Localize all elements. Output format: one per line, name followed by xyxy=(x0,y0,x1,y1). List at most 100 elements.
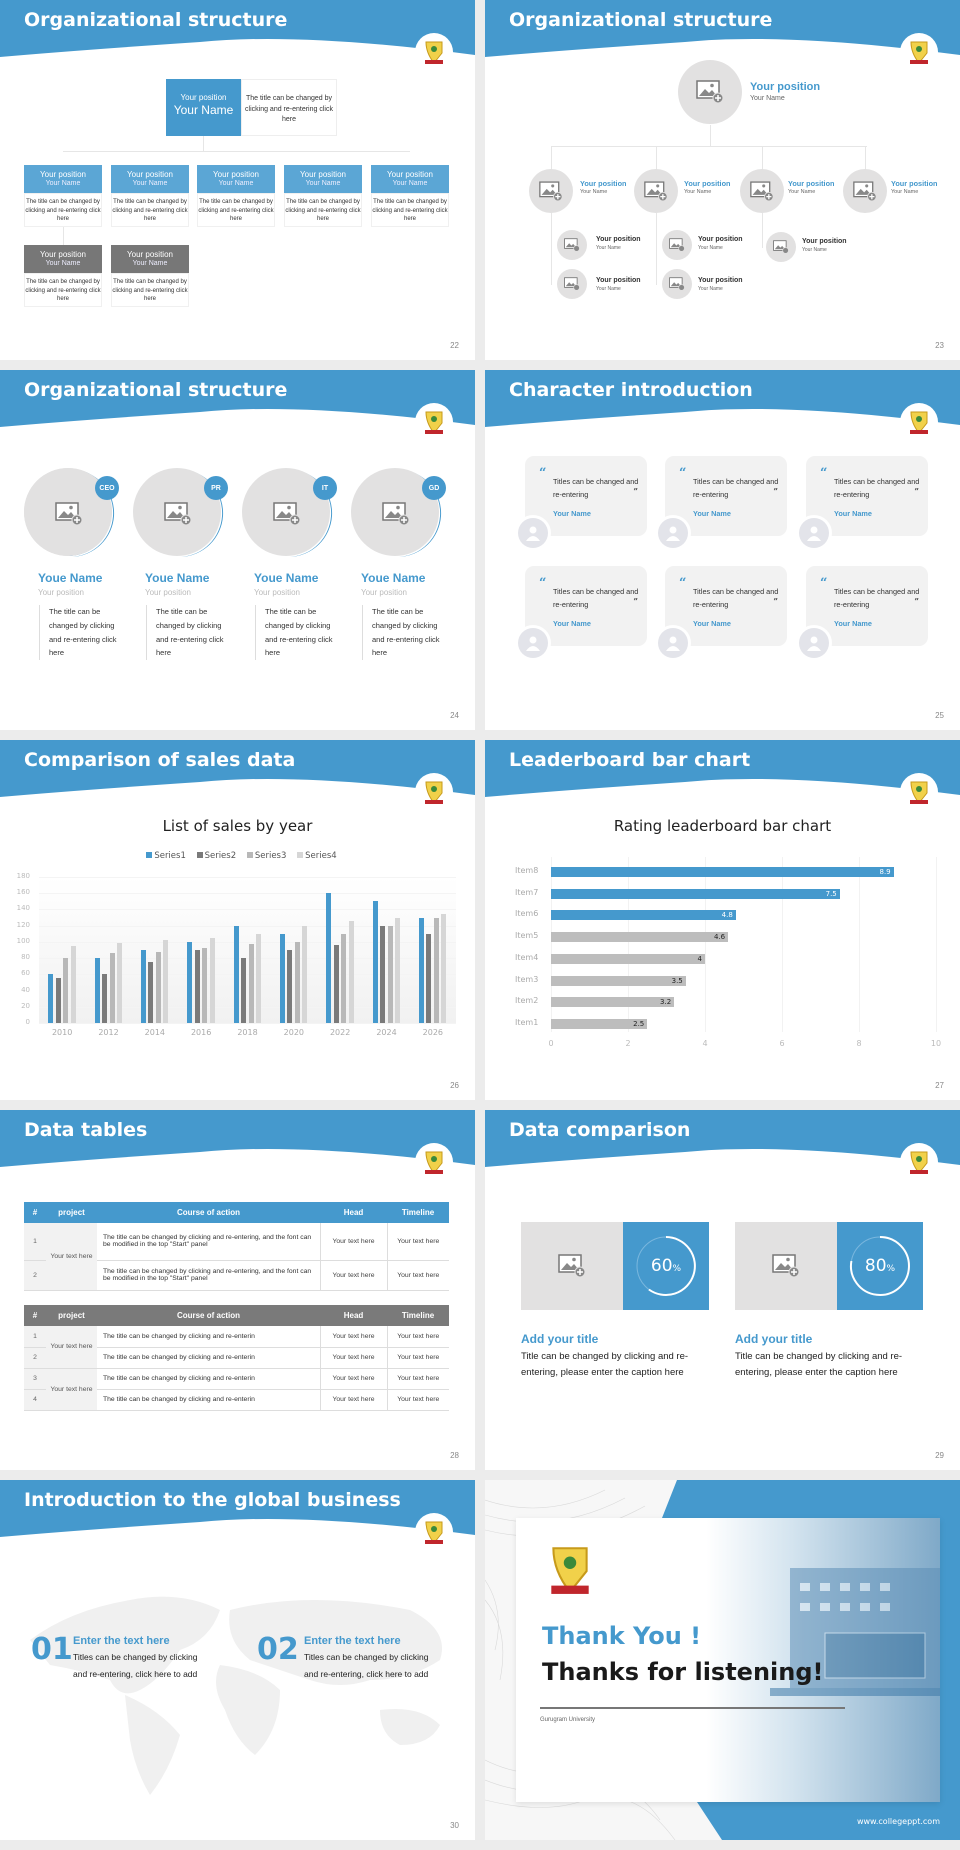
y-tick-label: 180 xyxy=(16,872,30,880)
item-title: Add your title xyxy=(521,1332,599,1346)
gridline xyxy=(39,1006,456,1008)
bar-value-label: 8.9 xyxy=(879,868,891,876)
quote-card[interactable]: “ Titles can be changed and re-entering … xyxy=(525,456,647,536)
bar xyxy=(372,901,378,1023)
table-row: 1 Your text here The title can be change… xyxy=(24,1326,449,1369)
bar xyxy=(256,933,261,1023)
photo-placeholder[interactable] xyxy=(24,466,116,558)
quote-author: Your Name xyxy=(693,619,731,628)
org-card[interactable]: Your position Your Name The title can be … xyxy=(24,165,102,227)
x-tick-label: 2012 xyxy=(98,1028,119,1037)
col-header: Head xyxy=(320,1202,387,1223)
slide-30[interactable]: Introduction to the global business 01 E… xyxy=(0,1480,475,1840)
photo-placeholder[interactable] xyxy=(133,466,225,558)
university-logo xyxy=(415,33,453,71)
photo-placeholder[interactable] xyxy=(843,169,887,213)
avatar xyxy=(515,625,551,661)
slide-27[interactable]: Leaderboard bar chart Rating leaderboard… xyxy=(485,740,960,1100)
university-logo xyxy=(900,773,938,811)
photo-placeholder[interactable] xyxy=(529,169,573,213)
role-badge: IT xyxy=(313,476,337,500)
org-card[interactable]: Your position Your Name The title can be … xyxy=(284,165,362,227)
photo-placeholder[interactable] xyxy=(242,466,334,558)
photo-placeholder[interactable] xyxy=(351,466,443,558)
x-tick-label: 2010 xyxy=(51,1028,73,1037)
org-top-description: The title can be changed by clicking and… xyxy=(241,79,337,136)
bar xyxy=(48,974,54,1023)
gridline xyxy=(39,941,456,943)
cell-project: Your text here xyxy=(46,1326,97,1369)
card-description: The title can be changed by clicking and… xyxy=(111,273,189,307)
col-header: # xyxy=(24,1305,46,1326)
bar xyxy=(155,951,161,1023)
bar xyxy=(551,910,736,921)
slide-26[interactable]: Comparison of sales data List of sales b… xyxy=(0,740,475,1100)
org-card[interactable]: Your position Your Name The title can be … xyxy=(371,165,449,227)
bar xyxy=(94,958,100,1023)
category-label: Item8 xyxy=(515,866,539,875)
org-top-box[interactable]: Your position Your Name xyxy=(166,79,241,136)
slide-header: Organizational structure xyxy=(0,370,475,430)
position-label: Your position xyxy=(698,236,743,243)
org-card[interactable]: Your position Your Name The title can be … xyxy=(24,245,102,307)
photo-placeholder[interactable] xyxy=(740,169,784,213)
bar-value-label: 4.8 xyxy=(721,911,733,920)
bar xyxy=(287,950,293,1023)
bar xyxy=(148,962,154,1023)
role-badge: CEO xyxy=(95,476,119,500)
slide-23[interactable]: Organizational structure Your position Y… xyxy=(485,0,960,360)
image-placeholder[interactable] xyxy=(521,1222,623,1310)
connector-line xyxy=(710,125,711,147)
photo-placeholder[interactable] xyxy=(662,269,692,299)
x-tick-label: 2014 xyxy=(144,1028,165,1037)
person-name: Youe Name xyxy=(38,571,103,585)
photo-placeholder[interactable] xyxy=(766,232,796,262)
slide-28[interactable]: Data tables # project Course of action H… xyxy=(0,1110,475,1470)
org-card[interactable]: Your position Your Name The title can be … xyxy=(111,165,189,227)
close-quote-icon: ” xyxy=(633,596,638,606)
data-table-1: # project Course of action Head Timeline… xyxy=(24,1202,449,1291)
bar xyxy=(163,940,169,1023)
org-card[interactable]: Your position Your Name The title can be … xyxy=(111,245,189,307)
slide-31-thank-you[interactable]: Thank You ! Thanks for listening! Gurugr… xyxy=(485,1480,960,1840)
bar xyxy=(248,943,254,1023)
website-link[interactable]: www.collegeppt.com xyxy=(856,1817,940,1826)
bar xyxy=(326,893,332,1023)
position-label: Your position xyxy=(580,179,627,188)
page-number: 25 xyxy=(935,711,944,720)
connector-line xyxy=(656,146,657,184)
top-position: Your position xyxy=(750,81,821,93)
image-add-icon xyxy=(853,180,877,201)
slide-25[interactable]: Character introduction “ Titles can be c… xyxy=(485,370,960,730)
gridline xyxy=(39,909,456,911)
org-card[interactable]: Your position Your Name The title can be … xyxy=(197,165,275,227)
photo-placeholder[interactable] xyxy=(678,60,742,124)
slide-24[interactable]: Organizational structure CEO Youe Name Y… xyxy=(0,370,475,730)
bar xyxy=(387,925,393,1023)
card-position: Your position xyxy=(127,250,173,259)
top-position: Your position xyxy=(180,93,227,102)
page-number: 28 xyxy=(450,1451,459,1460)
top-name: Your Name xyxy=(173,103,234,117)
photo-placeholder[interactable] xyxy=(634,169,678,213)
x-tick-label: 10 xyxy=(930,1039,942,1048)
slide-22[interactable]: Organizational structure Your position Y… xyxy=(0,0,475,360)
cell-timeline: Your text here xyxy=(387,1368,449,1390)
table-row: 4 The title can be changed by clicking a… xyxy=(24,1389,449,1411)
person-position: Your position xyxy=(254,588,300,597)
slide-29[interactable]: Data comparison 60% Add your title Title… xyxy=(485,1110,960,1470)
bar xyxy=(418,917,424,1023)
photo-placeholder[interactable] xyxy=(557,269,587,299)
y-tick-label: 20 xyxy=(21,1001,30,1010)
card-position: Your position xyxy=(127,170,173,179)
photo-placeholder[interactable] xyxy=(662,230,692,260)
y-tick-label: 120 xyxy=(16,920,30,929)
category-label: Item3 xyxy=(515,974,539,984)
image-add-icon xyxy=(750,180,774,201)
slide-header: Organizational structure xyxy=(485,0,960,60)
image-placeholder[interactable] xyxy=(735,1222,837,1310)
card-position: Your position xyxy=(213,170,259,179)
photo-placeholder[interactable] xyxy=(557,230,587,260)
bar xyxy=(441,913,447,1023)
cell-timeline: Your text here xyxy=(387,1223,449,1261)
